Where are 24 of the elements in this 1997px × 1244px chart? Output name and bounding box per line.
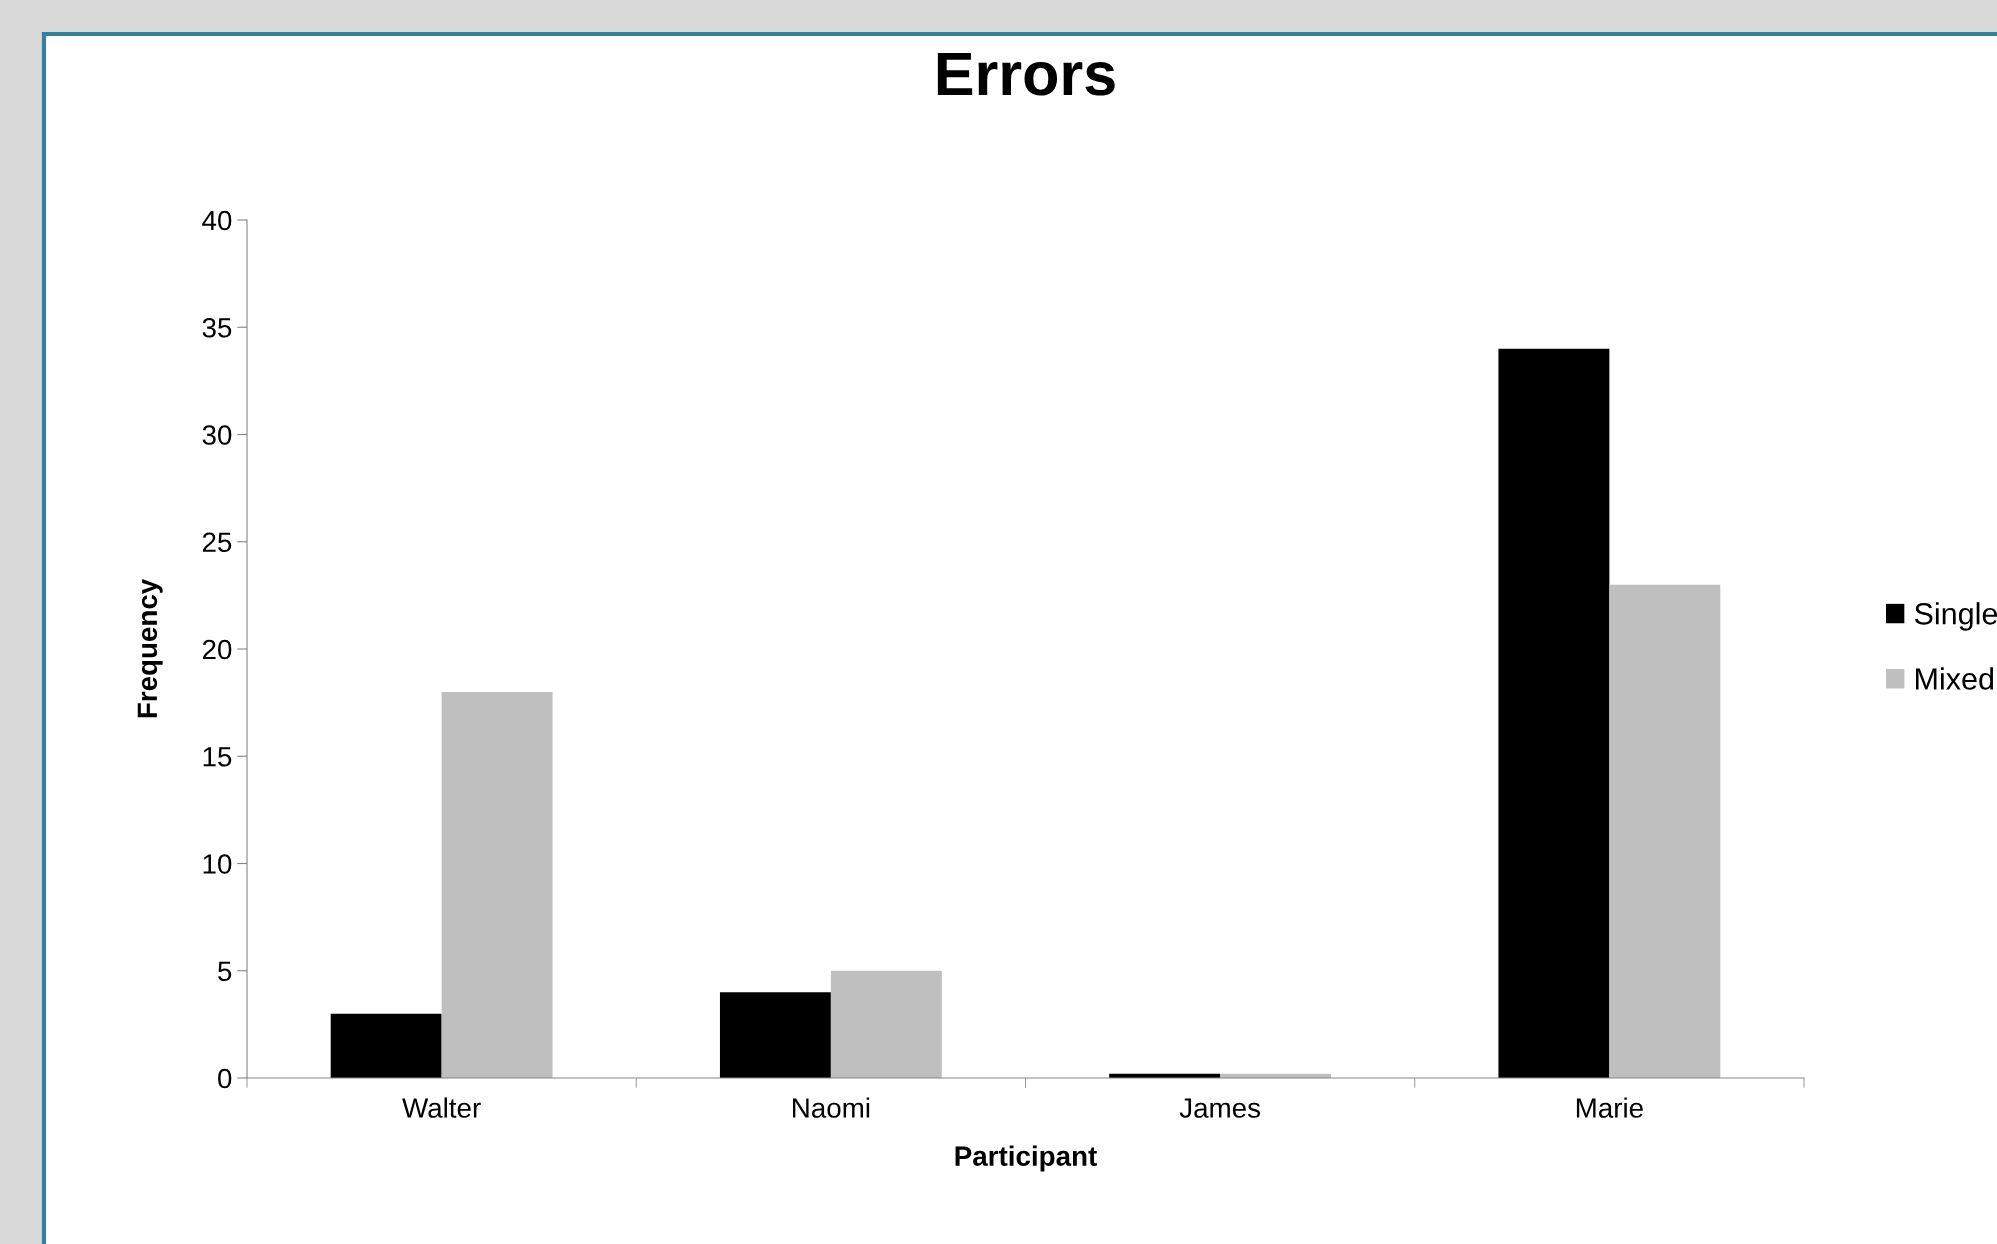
x-tick-label: Marie <box>1576 1097 1643 1118</box>
legend-label: Mixed <box>1916 667 1994 690</box>
x-axis-title: Participant <box>955 1145 1097 1172</box>
bar <box>830 970 942 1078</box>
y-tick-label: 25 <box>202 532 232 553</box>
y-tick-label: 15 <box>203 747 232 767</box>
x-tick-label: Naomi <box>793 1097 870 1118</box>
y-tick-label: 0 <box>218 1068 232 1089</box>
y-tick-label: 5 <box>218 961 232 982</box>
y-axis-title: Frequency <box>137 578 163 718</box>
y-tick-label: 20 <box>202 639 232 660</box>
x-tick-label: James <box>1179 1098 1261 1118</box>
bar <box>330 1013 442 1078</box>
legend-label: Single <box>1914 602 1997 631</box>
y-tick-label: 30 <box>202 425 232 445</box>
chart-title: Errors <box>937 52 1115 96</box>
bar <box>441 691 553 1078</box>
bar <box>719 992 831 1078</box>
x-tick-label: Walter <box>402 1097 481 1118</box>
y-tick-label: 10 <box>203 854 232 874</box>
y-tick-label: 40 <box>202 210 232 231</box>
bar <box>1609 584 1721 1078</box>
y-tick-label: 35 <box>202 317 232 338</box>
bar <box>1498 348 1610 1078</box>
